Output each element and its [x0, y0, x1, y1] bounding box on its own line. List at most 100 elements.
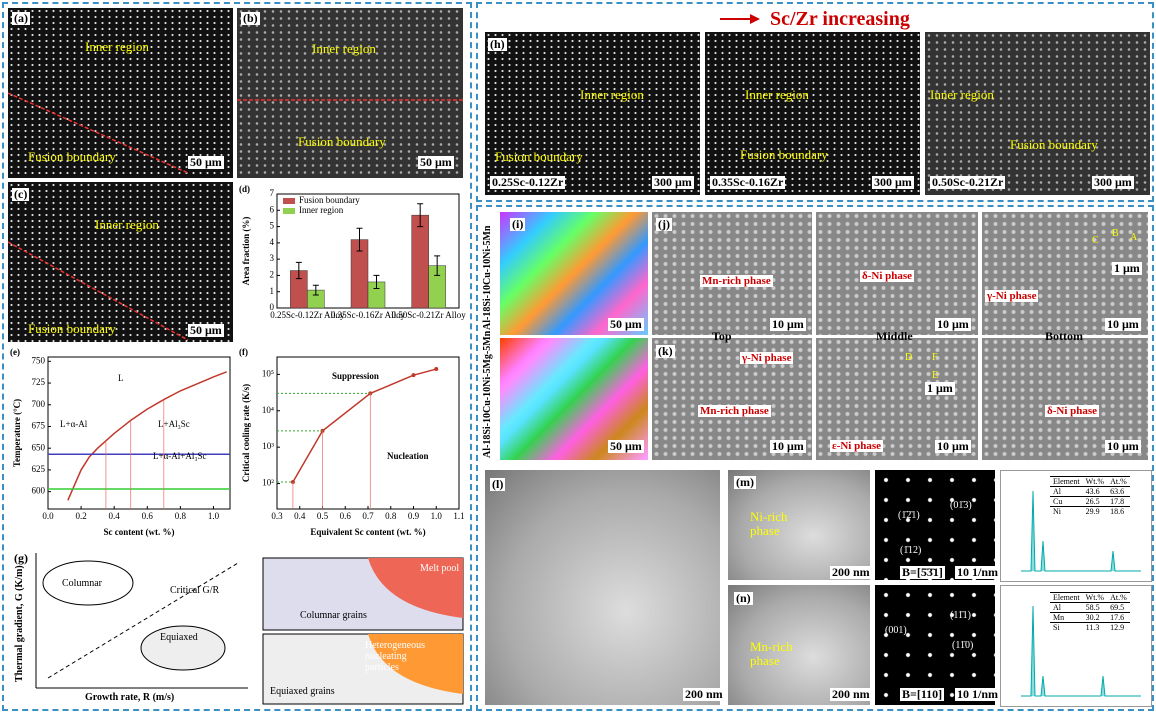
label: E — [932, 370, 939, 381]
cell: At.% — [1107, 592, 1130, 603]
cell: At.% — [1107, 476, 1130, 487]
x-tick-label: 0.5 — [317, 511, 329, 521]
annotation: Suppression — [332, 371, 379, 381]
panel-label: (f) — [239, 347, 248, 357]
panel-label: (d) — [239, 184, 250, 194]
label: 0.25Sc-0.12Zr — [490, 175, 566, 190]
label: 200 nm — [830, 565, 872, 580]
sem-k2 — [816, 338, 978, 460]
x-tick-label: 0.9 — [408, 511, 420, 521]
label: γ-Ni phase — [985, 290, 1039, 303]
label: Inner region — [930, 87, 994, 102]
x-tick-label: 1.0 — [431, 511, 443, 521]
label: (01̄3) — [950, 500, 972, 511]
y-tick-label: 625 — [32, 464, 46, 474]
label: Columnar — [62, 578, 102, 589]
label: 0.35Sc-0.16Zr — [710, 175, 786, 190]
label: (g) — [12, 551, 30, 566]
label: Inner region — [745, 87, 809, 102]
annotation: L+Al₃Sc — [158, 419, 190, 429]
cell: 69.5 — [1107, 602, 1130, 613]
label: 50 μm — [608, 317, 644, 332]
label: (k) — [656, 344, 675, 359]
label: Mn-rich phase — [698, 405, 771, 418]
diagram-g — [35, 553, 464, 705]
label: Al-18Si-10Cu-10Ni-5Mg-5Mn — [482, 330, 493, 458]
y-tick-label: 10⁵ — [262, 368, 274, 378]
y-axis-label: Critical cooling rate (K/s) — [241, 384, 251, 482]
diffraction-n — [875, 585, 995, 705]
cell: Si — [1050, 622, 1083, 632]
error-bar — [417, 203, 424, 228]
cell: Element — [1050, 476, 1083, 487]
y-tick-label: 4 — [270, 237, 275, 247]
label: 10 μm — [770, 439, 806, 454]
cell: Al — [1050, 486, 1083, 497]
cell: 43.6 — [1082, 486, 1108, 497]
y-tick-label: 750 — [32, 355, 46, 365]
legend-swatch — [283, 198, 295, 204]
legend-swatch — [283, 208, 295, 214]
error-bar — [434, 255, 441, 276]
label: 10 1/nm — [955, 687, 1001, 702]
cell: Al — [1050, 602, 1083, 613]
diffraction-m — [875, 470, 995, 580]
label: Mn-rich phase — [750, 639, 793, 669]
y-tick-label: 10³ — [262, 441, 274, 451]
y-axis-label: Area fraction (%) — [241, 217, 251, 286]
error-bar — [373, 274, 380, 289]
x-tick-label: 0.8 — [175, 511, 187, 521]
error-bar — [356, 227, 363, 252]
label: C — [1092, 235, 1099, 246]
y-axis-label: Temperature (°C) — [12, 399, 22, 467]
label: (j) — [656, 217, 672, 232]
y-tick-label: 6 — [270, 204, 275, 214]
label: (l) — [490, 477, 506, 492]
error-bar — [295, 261, 302, 280]
y-tick-label: 10² — [262, 478, 274, 488]
legend-entry: Inner region — [299, 205, 344, 215]
label: Inner region — [95, 217, 159, 232]
label: 10 μm — [1105, 317, 1141, 332]
label: (b) — [241, 11, 260, 26]
y-tick-label: 1 — [270, 286, 275, 296]
label: (1̄12) — [900, 545, 922, 556]
y-tick-label: 0 — [270, 302, 275, 312]
micrograph-h2 — [705, 32, 920, 195]
ebsd-1 — [500, 212, 648, 335]
cell: Cu — [1050, 496, 1083, 507]
y-tick-label: 3 — [270, 253, 275, 263]
label: Al-18Si-10Cu-10Ni-5Mn — [482, 225, 493, 330]
micrograph-h3 — [925, 32, 1150, 195]
cell: 12.9 — [1107, 622, 1130, 632]
label: 300 μm — [872, 175, 914, 190]
label: (c) — [12, 187, 30, 202]
micrograph-h1 — [485, 32, 700, 195]
y-tick-label: 675 — [32, 421, 46, 431]
label: (a) — [12, 11, 30, 26]
y-tick-label: 650 — [32, 442, 46, 452]
label: 10 μm — [935, 439, 971, 454]
chart-e: 600 625 650 675 700 725 750 0.0 0.2 0.4 0.6 0.8 1.0 (… — [10, 347, 231, 537]
x-tick-label: 0.6 — [340, 511, 352, 521]
label: Heterogeneous nucleating particles — [365, 640, 425, 673]
annotation: L — [118, 373, 124, 383]
cell: 18.6 — [1107, 506, 1130, 516]
legend-entry: Fusion boundary — [299, 195, 360, 205]
chart-f: 10² 10³ 10⁴ 10⁵ 0.3 0.4 0.5 0.6 0.7 0.8 0.9 1.0 1.1 (… — [239, 347, 465, 537]
top-right-frame — [476, 2, 1154, 202]
label: Equiaxed — [160, 632, 198, 643]
y-tick-label: 7 — [270, 188, 275, 198]
y-tick-label: 600 — [32, 486, 46, 496]
panel-label: (e) — [10, 347, 20, 357]
label: δ-Ni phase — [1045, 405, 1100, 418]
sem-k3 — [982, 338, 1148, 460]
x-tick-label: 1.1 — [453, 511, 464, 521]
micrograph-b — [237, 8, 463, 178]
label: Fusion boundary — [28, 149, 116, 164]
cell: Wt.% — [1082, 592, 1108, 603]
cell: Ni — [1050, 506, 1083, 516]
cell: 17.6 — [1107, 612, 1130, 623]
label: B — [1112, 228, 1119, 239]
